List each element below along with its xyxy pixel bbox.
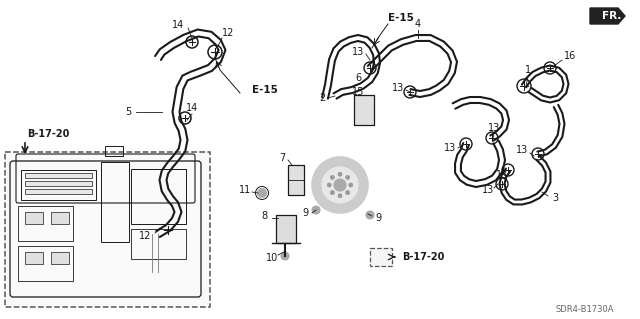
Text: E-15: E-15: [252, 85, 278, 95]
Bar: [18, 246, 73, 281]
Bar: [288, 165, 304, 195]
Polygon shape: [590, 8, 625, 24]
Text: 10: 10: [266, 253, 278, 263]
Bar: [21, 170, 96, 200]
Circle shape: [338, 194, 342, 198]
Text: 13: 13: [482, 185, 494, 195]
Circle shape: [338, 172, 342, 176]
Text: 14: 14: [186, 103, 198, 113]
Circle shape: [330, 191, 334, 195]
Circle shape: [334, 179, 346, 191]
Text: FR.: FR.: [602, 11, 621, 21]
Text: 11: 11: [239, 185, 251, 195]
Bar: [51, 212, 69, 224]
Bar: [51, 252, 69, 264]
Text: 9: 9: [375, 213, 381, 223]
Bar: [354, 95, 374, 125]
Bar: [276, 215, 296, 243]
Text: 9: 9: [302, 208, 308, 218]
Bar: [370, 248, 392, 266]
Bar: [18, 206, 73, 241]
Bar: [25, 181, 92, 186]
Text: 1: 1: [525, 65, 531, 75]
Circle shape: [366, 211, 374, 219]
Text: 13: 13: [488, 123, 500, 133]
Circle shape: [346, 191, 349, 195]
Text: 4: 4: [415, 19, 421, 29]
Text: 15: 15: [352, 87, 364, 97]
Circle shape: [257, 189, 266, 197]
Circle shape: [322, 167, 358, 203]
Bar: [25, 173, 92, 178]
Circle shape: [346, 175, 349, 179]
Text: 13: 13: [516, 145, 528, 155]
Text: E-15: E-15: [388, 13, 414, 23]
Text: 2: 2: [319, 93, 325, 103]
Circle shape: [312, 206, 320, 214]
Text: 12: 12: [139, 231, 151, 241]
Text: 8: 8: [261, 211, 267, 221]
Text: 14: 14: [172, 20, 184, 30]
Circle shape: [349, 183, 353, 187]
Text: 13: 13: [352, 47, 364, 57]
Text: 13: 13: [444, 143, 456, 153]
Bar: [131, 169, 186, 224]
Text: 7: 7: [279, 153, 285, 163]
Text: 6: 6: [355, 73, 361, 83]
Text: 3: 3: [552, 193, 558, 203]
Text: 12: 12: [222, 28, 234, 38]
Text: 5: 5: [125, 107, 131, 117]
Bar: [5, 152, 210, 307]
Text: B-17-20: B-17-20: [27, 129, 69, 139]
Text: SDR4-B1730A: SDR4-B1730A: [555, 306, 614, 315]
Circle shape: [312, 157, 368, 213]
Bar: [25, 252, 43, 264]
Text: 13: 13: [496, 170, 508, 180]
Bar: [131, 229, 186, 259]
Bar: [101, 162, 129, 242]
Text: B-17-20: B-17-20: [402, 252, 444, 262]
Circle shape: [330, 175, 334, 179]
Circle shape: [281, 252, 289, 260]
Bar: [105, 146, 123, 156]
Text: 13: 13: [392, 83, 404, 93]
Text: 16: 16: [564, 51, 576, 61]
Bar: [25, 189, 92, 194]
Bar: [25, 212, 43, 224]
Circle shape: [327, 183, 332, 187]
